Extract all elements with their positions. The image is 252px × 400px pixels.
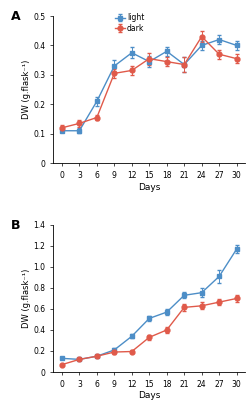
Text: A: A [11,10,20,23]
Legend: light, dark: light, dark [114,12,144,34]
Y-axis label: DW (g.flask⁻¹): DW (g.flask⁻¹) [21,60,30,119]
Y-axis label: DW (g.flask⁻¹): DW (g.flask⁻¹) [21,269,30,328]
Text: B: B [11,219,20,232]
X-axis label: Days: Days [138,182,160,192]
X-axis label: Days: Days [138,392,160,400]
